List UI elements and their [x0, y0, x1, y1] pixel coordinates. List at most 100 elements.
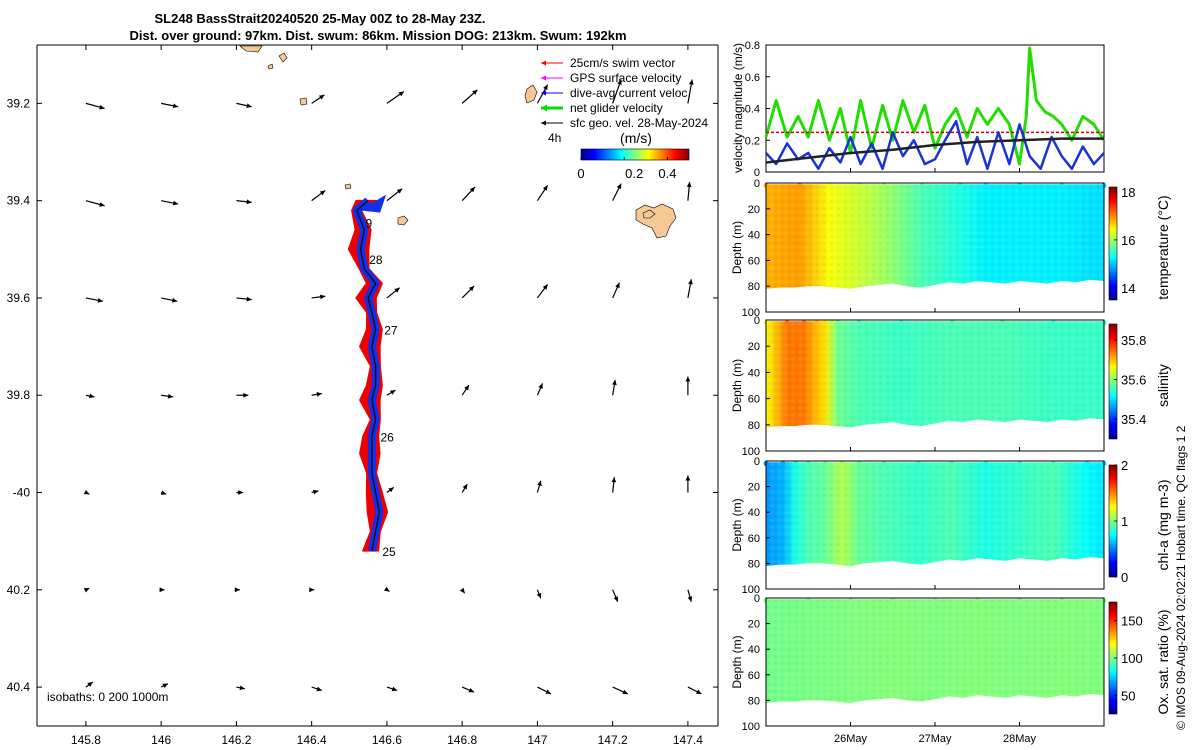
- section-y-tick-label: 100: [742, 721, 760, 733]
- map-x-tick-label: 146.4: [297, 733, 327, 747]
- current-vector-field: [83, 79, 702, 695]
- map-y-tick-label: -40: [13, 486, 31, 500]
- colorbar-title: (m/s): [620, 130, 652, 146]
- time-tick-label: 26May: [834, 733, 868, 745]
- section-y-tick-label: 80: [748, 420, 760, 432]
- chart-title-line2: Dist. over ground: 97km. Dist. swum: 86k…: [129, 28, 626, 43]
- section-y-tick-label: 40: [748, 644, 760, 656]
- current-vector-head: [688, 79, 694, 85]
- section-y-tick-label: 20: [748, 204, 760, 216]
- current-vector-head: [234, 587, 240, 593]
- current-vector-head: [685, 376, 691, 382]
- section-y-label: Depth (m): [730, 498, 744, 551]
- section-profile-value: [1000, 320, 1006, 326]
- section-y-tick-label: 100: [742, 584, 760, 596]
- section-profile-value: [839, 461, 845, 467]
- velocity-y-tick-label: 0.8: [745, 40, 760, 52]
- section-profile-value: [826, 183, 832, 189]
- current-vector-head: [468, 286, 475, 292]
- section-profile-value: [919, 183, 925, 189]
- day-labels: 25 26 27 28 9: [365, 217, 397, 559]
- current-vector-head: [246, 199, 252, 205]
- land-island-h: [267, 63, 274, 70]
- section-y-label: Depth (m): [730, 221, 744, 274]
- section-profile-value: [1017, 183, 1022, 189]
- current-vector-head: [394, 287, 400, 293]
- section-panel-oxygen: 0 20 40 60 80 100 Depth (m) 50 100 150 Ox. sat. ra…: [730, 593, 1171, 733]
- section-colorbar-tick-label: 35.4: [1121, 412, 1146, 427]
- section-profile-value: [822, 461, 828, 467]
- section-profile-value: [805, 461, 811, 467]
- legend-net-velocity: net glider velocity: [570, 101, 663, 115]
- colorbar-tick-label: 0.2: [625, 166, 643, 181]
- section-profile-value: [1017, 461, 1022, 467]
- velocity-y-tick-label: 0.4: [745, 104, 760, 116]
- current-vector-head: [243, 392, 249, 398]
- current-vector-head: [99, 104, 105, 110]
- section-profile-value: [829, 320, 835, 326]
- map-y-tick-label: 39.6: [7, 291, 31, 305]
- legend-current-velocity: dive-avg current veloc.: [570, 86, 691, 100]
- section-y-tick-label: 60: [748, 255, 760, 267]
- section-panel-temperature: 0 20 40 60 80 100 Depth (m) 14 16 18 temperature (…: [730, 178, 1171, 319]
- velocity-series-line: [764, 46, 1106, 166]
- section-colorbar-tick-label: 35.8: [1121, 333, 1146, 348]
- current-vector-head: [398, 91, 404, 97]
- section-profile-value: [1017, 598, 1022, 604]
- current-vector-head: [696, 689, 702, 694]
- section-profile-value: [822, 320, 828, 326]
- current-vector-head: [171, 297, 178, 303]
- section-profile-value: [835, 320, 841, 326]
- current-vector-head: [542, 185, 548, 191]
- map-y-ticks: 39.2 39.4 39.6 39.8 -40 40.2 40.4: [7, 96, 718, 694]
- section-y-label: Depth (m): [730, 359, 744, 412]
- section-data-texture: [766, 321, 1104, 428]
- velocity-y-tick-label: 0: [754, 167, 760, 179]
- section-y-tick-label: 100: [742, 307, 760, 319]
- velocity-series-line: [765, 137, 1104, 164]
- section-profile-value: [797, 183, 803, 189]
- land-island-e: [299, 97, 308, 106]
- land-island-b: [642, 209, 656, 219]
- section-panel-salinity: 0 20 40 60 80 100 Depth (m) 35.4 35.6 35.8 salinit…: [730, 315, 1171, 458]
- section-profile-value: [932, 598, 938, 604]
- section-profile-value: [1059, 183, 1065, 189]
- land-island-f: [278, 52, 288, 63]
- land-island-d: [524, 84, 538, 104]
- section-profile-value: [890, 598, 896, 604]
- section-y-tick-label: 0: [754, 456, 760, 468]
- section-colorbar-label: salinity: [1155, 364, 1171, 407]
- section-colorbar-label: chl-a (mg m-3): [1155, 479, 1171, 570]
- current-vector-head: [172, 103, 179, 109]
- land-island-g: [239, 45, 263, 53]
- current-vector-head: [172, 200, 179, 206]
- current-vector-head: [162, 683, 168, 689]
- velocity-series: [764, 46, 1106, 171]
- isobaths-label: isobaths: 0 200 1000m: [47, 690, 168, 704]
- current-vector-head: [687, 596, 693, 602]
- legend-swim-vector-arrowhead: [541, 60, 546, 66]
- current-vector-head: [615, 282, 620, 289]
- day-label: 9: [365, 217, 372, 231]
- current-vector-head: [246, 103, 252, 109]
- legend-swim-vector: 25cm/s swim vector: [570, 56, 675, 70]
- current-vector-head: [469, 187, 475, 193]
- section-y-tick-label: 20: [748, 341, 760, 353]
- section-data-texture: [766, 184, 1104, 289]
- section-data-texture: [766, 599, 1104, 703]
- section-colorbar-label: temperature (°C): [1155, 195, 1171, 299]
- section-y-label: Depth (m): [730, 635, 744, 688]
- section-y-tick-label: 20: [748, 482, 760, 494]
- section-y-tick-label: 80: [748, 558, 760, 570]
- colorbar-interval-label: 4h: [548, 131, 561, 145]
- colorbar-ticks: 0 0.2 0.4: [577, 157, 676, 181]
- section-y-tick-label: 60: [748, 533, 760, 545]
- section-profile-value: [898, 320, 904, 326]
- section-colorbar-tick-label: 18: [1121, 185, 1135, 200]
- section-y-tick-label: 20: [748, 619, 760, 631]
- time-axis: 26May 27May 28May: [834, 168, 1037, 745]
- section-y-tick-label: 0: [754, 178, 760, 190]
- map-x-tick-label: 146: [151, 733, 171, 747]
- section-profile-value: [814, 320, 820, 326]
- section-profile-value: [856, 461, 862, 467]
